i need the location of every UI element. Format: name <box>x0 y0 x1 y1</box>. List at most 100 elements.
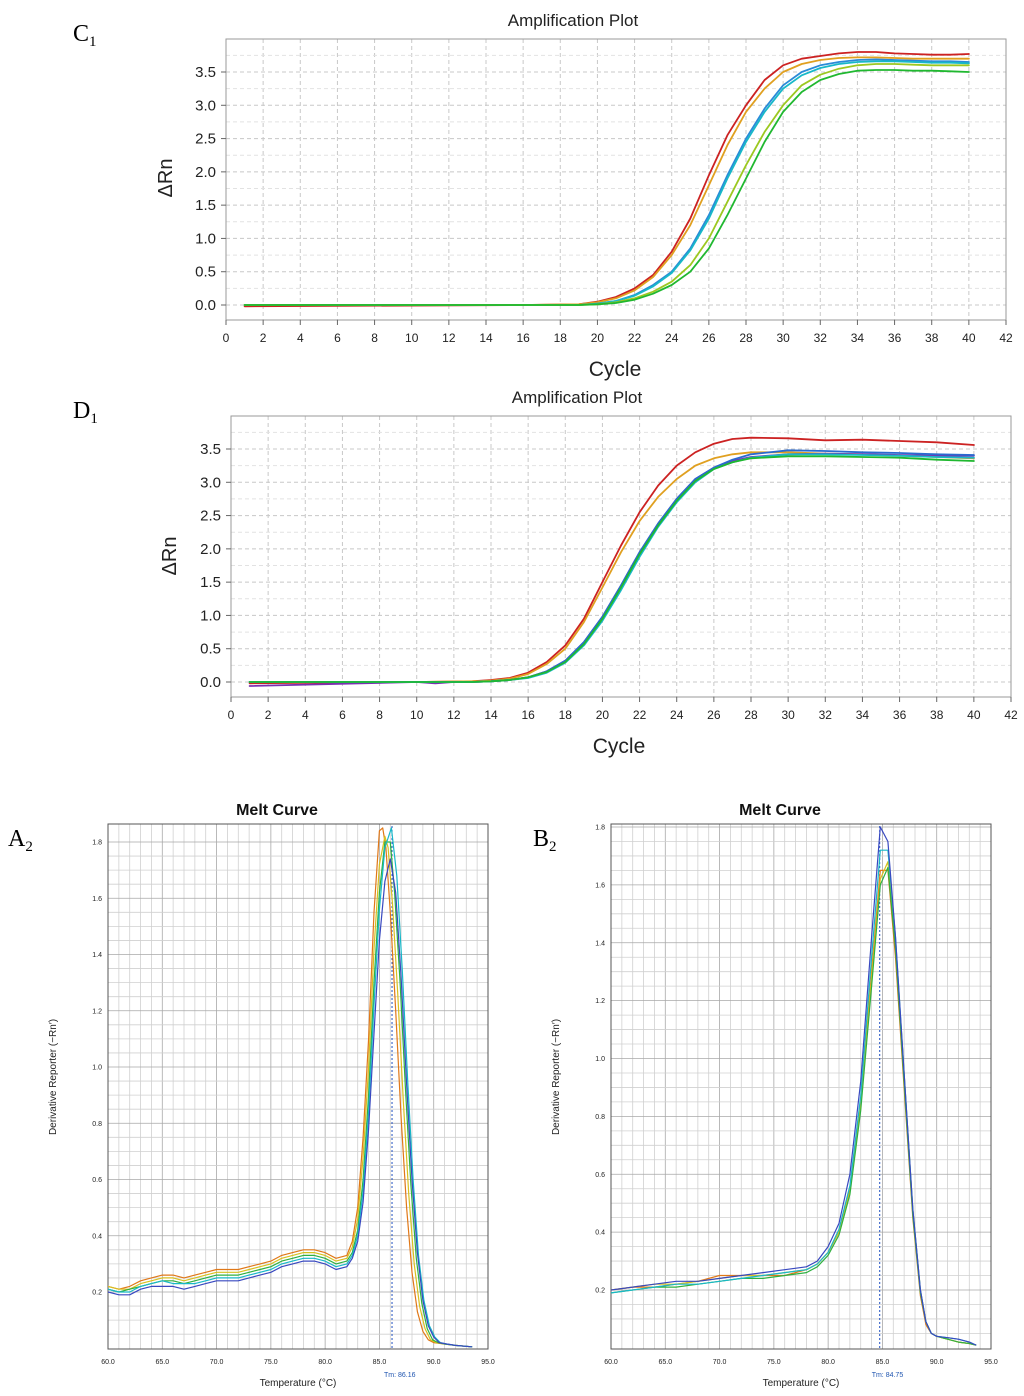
y-axis-label: ΔRn <box>159 537 181 576</box>
chart-title: Melt Curve <box>739 802 821 819</box>
chart-B2: B2 Melt Curve 60.0 65.0 70.0 75.0 80.0 85.0 90.0… <box>533 802 998 1389</box>
x-tick-label: 4 <box>297 331 304 345</box>
x-tick-label: 30 <box>781 708 795 722</box>
x-tick-label: 85.0 <box>373 1359 387 1366</box>
y-tick-label: 0.4 <box>595 1230 605 1237</box>
y-tick-label: 0.6 <box>595 1172 605 1179</box>
series-line-cyan <box>108 827 473 1348</box>
plot-frame <box>610 823 992 1350</box>
x-tick-label: 26 <box>702 331 716 345</box>
y-tick-label: 0.8 <box>595 1114 605 1121</box>
axis-ticks: 0 2 4 6 8 10 12 14 16 18 20 22 24 26 28 30 32 34 36 38 40 420… <box>195 64 1013 345</box>
x-axis-label: Temperature (°C) <box>260 1378 337 1389</box>
y-tick-label: 1.5 <box>200 574 221 591</box>
x-tick-label: 12 <box>442 331 456 345</box>
x-tick-label: 75.0 <box>767 1359 781 1366</box>
y-tick-label: 2.5 <box>200 508 221 525</box>
x-tick-label: 40 <box>967 708 981 722</box>
x-tick-label: 32 <box>819 708 833 722</box>
y-axis-label: Derivative Reporter (−Rn′) <box>551 1019 562 1135</box>
plot-area <box>611 824 991 1349</box>
plot-frame <box>230 415 1012 698</box>
x-tick-label: 20 <box>591 331 605 345</box>
x-tick-label: 28 <box>739 331 753 345</box>
y-tick-label: 1.4 <box>92 952 102 959</box>
series-line-green <box>243 69 970 306</box>
y-tick-label: 2.0 <box>200 541 221 558</box>
y-tick-label: 1.0 <box>195 230 216 247</box>
y-tick-label: 1.0 <box>200 607 221 624</box>
panel-label: D1 <box>73 398 98 427</box>
y-tick-label: 3.0 <box>195 97 216 114</box>
x-tick-label: 22 <box>628 331 642 345</box>
y-tick-label: 0.2 <box>595 1288 605 1295</box>
plot-frame <box>225 38 1007 321</box>
x-tick-label: 14 <box>479 331 493 345</box>
y-tick-label: 0.5 <box>200 641 221 658</box>
series-line-blue <box>108 858 473 1348</box>
x-tick-label: 12 <box>447 708 461 722</box>
x-tick-label: 28 <box>744 708 758 722</box>
plot-area <box>231 416 1011 697</box>
x-tick-label: 24 <box>670 708 684 722</box>
x-tick-label: 8 <box>371 331 378 345</box>
x-tick-label: 10 <box>405 331 419 345</box>
y-tick-label: 2.5 <box>195 131 216 148</box>
plot-area <box>108 824 488 1349</box>
y-tick-label: 0.6 <box>92 1177 102 1184</box>
x-tick-label: 10 <box>410 708 424 722</box>
panel-subscript: 1 <box>90 411 98 427</box>
x-tick-label: 70.0 <box>210 1359 224 1366</box>
panel-letter: B <box>533 826 549 852</box>
x-tick-label: 6 <box>334 331 341 345</box>
x-tick-label: 14 <box>484 708 498 722</box>
series-line-red <box>243 51 970 308</box>
x-tick-label: 95.0 <box>481 1359 495 1366</box>
y-tick-label: 3.5 <box>200 441 221 458</box>
chart-title: Amplification Plot <box>508 11 639 30</box>
y-tick-label: 1.6 <box>595 882 605 889</box>
x-tick-label: 8 <box>376 708 383 722</box>
series-line-yellow <box>108 835 473 1348</box>
series-group <box>108 827 473 1348</box>
x-tick-label: 18 <box>554 331 568 345</box>
panel-subscript: 2 <box>549 839 557 855</box>
y-tick-label: 1.0 <box>595 1056 605 1063</box>
y-tick-label: 2.0 <box>195 164 216 181</box>
x-tick-label: 22 <box>633 708 647 722</box>
panel-subscript: 1 <box>89 34 97 50</box>
x-tick-label: 65.0 <box>155 1359 169 1366</box>
series-line-blue <box>611 826 977 1346</box>
y-tick-label: 0.0 <box>195 297 216 314</box>
x-tick-label: 90.0 <box>930 1359 944 1366</box>
x-tick-label: 34 <box>856 708 870 722</box>
plot-frame <box>107 823 489 1350</box>
x-axis-label: Cycle <box>593 735 646 758</box>
x-tick-label: 70.0 <box>713 1359 727 1366</box>
panel-letter: A <box>8 826 26 852</box>
y-tick-label: 0.8 <box>92 1121 102 1128</box>
x-tick-label: 36 <box>888 331 902 345</box>
y-tick-label: 0.0 <box>200 674 221 691</box>
axis-ticks: 60.0 65.0 70.0 75.0 80.0 85.0 90.0 95.0 0.2 0.4 0.… <box>595 825 998 1367</box>
series-line-orange <box>243 56 970 306</box>
grid <box>611 824 991 1349</box>
x-tick-label: 2 <box>260 331 267 345</box>
x-tick-label: 65.0 <box>658 1359 672 1366</box>
x-tick-label: 16 <box>516 331 530 345</box>
chart-title: Amplification Plot <box>512 388 643 407</box>
panel-subscript: 2 <box>25 839 33 855</box>
x-tick-label: 36 <box>893 708 907 722</box>
y-axis-label: Derivative Reporter (−Rn′) <box>48 1019 59 1135</box>
x-tick-label: 26 <box>707 708 721 722</box>
x-tick-label: 0 <box>228 708 235 722</box>
panel-letter: D <box>73 398 90 424</box>
series-line-cyan <box>243 60 970 306</box>
series-group <box>248 436 975 687</box>
y-tick-label: 0.4 <box>92 1233 102 1240</box>
y-tick-label: 1.6 <box>92 896 102 903</box>
x-tick-label: 75.0 <box>264 1359 278 1366</box>
